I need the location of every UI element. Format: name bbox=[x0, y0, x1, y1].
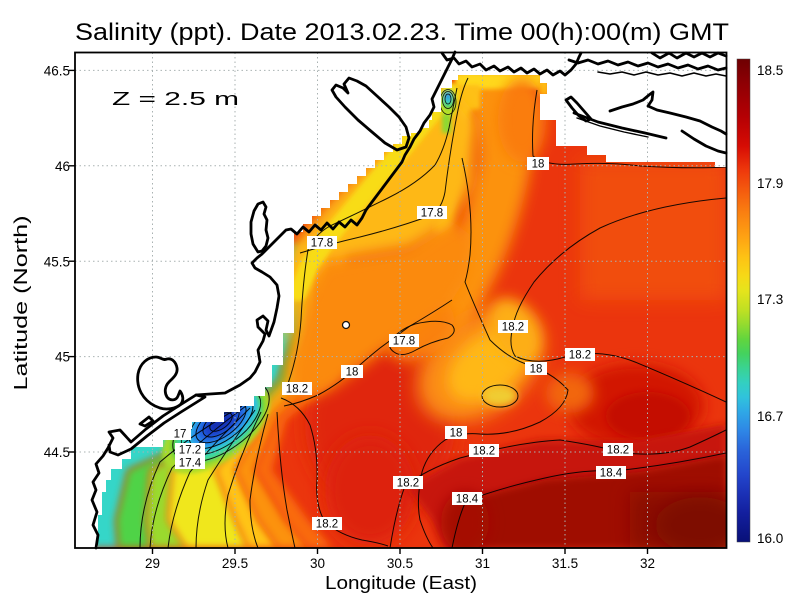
svg-text:18.2: 18.2 bbox=[607, 445, 629, 457]
svg-text:18.2: 18.2 bbox=[316, 519, 338, 531]
svg-text:18: 18 bbox=[346, 367, 359, 379]
svg-text:18: 18 bbox=[532, 159, 545, 171]
svg-text:46: 46 bbox=[55, 159, 70, 174]
svg-text:32: 32 bbox=[640, 556, 655, 571]
svg-text:30.5: 30.5 bbox=[387, 556, 413, 571]
svg-text:45: 45 bbox=[55, 350, 70, 365]
svg-text:29.5: 29.5 bbox=[222, 556, 248, 571]
svg-text:17: 17 bbox=[174, 429, 187, 441]
svg-text:18.2: 18.2 bbox=[286, 384, 308, 396]
svg-text:17.8: 17.8 bbox=[393, 336, 415, 348]
svg-text:18: 18 bbox=[450, 428, 463, 440]
svg-text:46.5: 46.5 bbox=[44, 64, 70, 79]
svg-text:16.0: 16.0 bbox=[757, 531, 783, 546]
svg-text:29: 29 bbox=[145, 556, 160, 571]
svg-text:18.2: 18.2 bbox=[569, 350, 591, 362]
svg-text:Salinity (ppt). Date 2013.02.2: Salinity (ppt). Date 2013.02.23. Time 00… bbox=[75, 19, 729, 46]
svg-text:18.2: 18.2 bbox=[502, 322, 524, 334]
svg-text:Longitude (East): Longitude (East) bbox=[325, 572, 477, 593]
svg-text:17.8: 17.8 bbox=[421, 208, 443, 220]
svg-text:18.2: 18.2 bbox=[397, 478, 419, 490]
svg-text:44.5: 44.5 bbox=[44, 445, 70, 460]
svg-text:45.5: 45.5 bbox=[44, 254, 70, 269]
svg-text:18.4: 18.4 bbox=[600, 468, 623, 480]
svg-text:31: 31 bbox=[475, 556, 490, 571]
svg-text:17.8: 17.8 bbox=[311, 238, 333, 250]
svg-text:30: 30 bbox=[310, 556, 325, 571]
svg-text:18.5: 18.5 bbox=[757, 63, 783, 78]
svg-text:Latitude (North): Latitude (North) bbox=[10, 216, 31, 391]
svg-text:17.4: 17.4 bbox=[179, 458, 202, 470]
svg-text:31.5: 31.5 bbox=[552, 556, 578, 571]
svg-text:17.9: 17.9 bbox=[757, 176, 783, 191]
svg-text:18: 18 bbox=[530, 364, 543, 376]
svg-text:Z = 2.5 m: Z = 2.5 m bbox=[112, 88, 239, 109]
svg-text:17.2: 17.2 bbox=[179, 445, 201, 457]
svg-text:18.4: 18.4 bbox=[456, 494, 479, 506]
svg-text:17.3: 17.3 bbox=[757, 292, 783, 307]
svg-text:18.2: 18.2 bbox=[473, 446, 495, 458]
svg-text:16.7: 16.7 bbox=[757, 409, 783, 424]
